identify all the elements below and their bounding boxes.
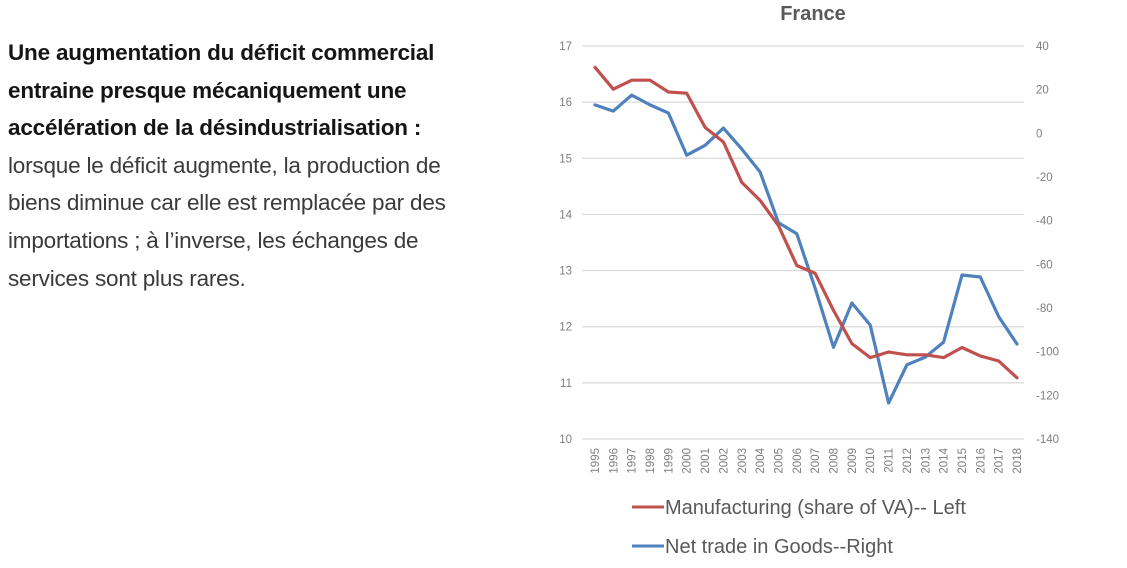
x-tick-label: 2005 bbox=[773, 448, 785, 474]
x-tick-label: 2000 bbox=[682, 448, 694, 474]
chart-title: France bbox=[780, 3, 846, 25]
right-tick-label: -140 bbox=[1036, 434, 1059, 446]
x-tick-label: 2002 bbox=[718, 448, 730, 474]
left-tick-label: 15 bbox=[559, 153, 572, 165]
right-tick-label: 0 bbox=[1036, 128, 1042, 140]
description-bold: Une augmentation du déficit commercial e… bbox=[8, 40, 435, 141]
left-tick-label: 16 bbox=[559, 97, 572, 109]
x-tick-label: 2009 bbox=[847, 448, 859, 474]
x-tick-label: 1998 bbox=[645, 448, 657, 474]
description-regular: lorsque le déficit augmente, la producti… bbox=[8, 152, 446, 291]
x-tick-label: 2012 bbox=[902, 448, 914, 474]
x-tick-label: 2004 bbox=[755, 447, 767, 473]
right-tick-label: -60 bbox=[1036, 259, 1053, 271]
legend: Manufacturing (share of VA)-- Left Net t… bbox=[632, 497, 966, 558]
x-tick-label: 2016 bbox=[975, 448, 987, 474]
right-tick-label: -80 bbox=[1036, 303, 1053, 315]
x-tick-label: 1997 bbox=[627, 448, 639, 474]
left-tick-label: 10 bbox=[559, 434, 572, 446]
x-tick-label: 2018 bbox=[1012, 448, 1024, 474]
x-tick-label: 2001 bbox=[700, 448, 712, 474]
series-line-manufacturing bbox=[593, 65, 1019, 380]
right-tick-label: -120 bbox=[1036, 390, 1059, 402]
x-tick-label: 2008 bbox=[829, 448, 841, 474]
x-tick-label: 2007 bbox=[810, 448, 822, 474]
x-tick-label: 1996 bbox=[608, 448, 620, 474]
legend-label-manufacturing: Manufacturing (share of VA)-- Left bbox=[665, 497, 966, 519]
x-tick-label: 2014 bbox=[939, 447, 951, 473]
right-tick-label: 40 bbox=[1036, 41, 1049, 53]
x-tick-label: 2010 bbox=[865, 448, 877, 474]
series-lines bbox=[593, 65, 1019, 405]
x-tick-label: 2003 bbox=[737, 448, 749, 474]
right-tick-label: -100 bbox=[1036, 347, 1059, 359]
left-axis: 10 11 12 13 14 15 16 17 bbox=[559, 41, 572, 446]
right-tick-label: 20 bbox=[1036, 85, 1049, 97]
left-tick-label: 12 bbox=[559, 322, 572, 334]
x-tick-label: 2017 bbox=[994, 448, 1006, 474]
x-tick-label: 2011 bbox=[884, 448, 896, 473]
gridlines bbox=[582, 45, 1024, 440]
x-tick-label: 2015 bbox=[957, 448, 969, 474]
series-line-net-trade bbox=[593, 93, 1019, 405]
right-axis: -140 -120 -100 -80 -60 -40 -20 0 20 40 bbox=[1036, 41, 1059, 446]
x-axis: 1995 1996 1997 1998 1999 2000 2001 2002 2003 2004… bbox=[590, 447, 1024, 473]
left-tick-label: 11 bbox=[560, 378, 572, 390]
left-tick-label: 17 bbox=[559, 41, 572, 53]
left-tick-label: 13 bbox=[559, 266, 572, 278]
right-tick-label: -40 bbox=[1036, 216, 1053, 228]
x-tick-label: 2013 bbox=[920, 448, 932, 474]
x-tick-label: 1995 bbox=[590, 448, 602, 474]
x-tick-label: 1999 bbox=[663, 448, 675, 474]
left-tick-label: 14 bbox=[559, 209, 572, 221]
legend-label-net-trade: Net trade in Goods--Right bbox=[665, 536, 893, 558]
x-tick-label: 2006 bbox=[792, 448, 804, 474]
description-text: Une augmentation du déficit commercial e… bbox=[8, 34, 478, 297]
right-tick-label: -20 bbox=[1036, 172, 1053, 184]
